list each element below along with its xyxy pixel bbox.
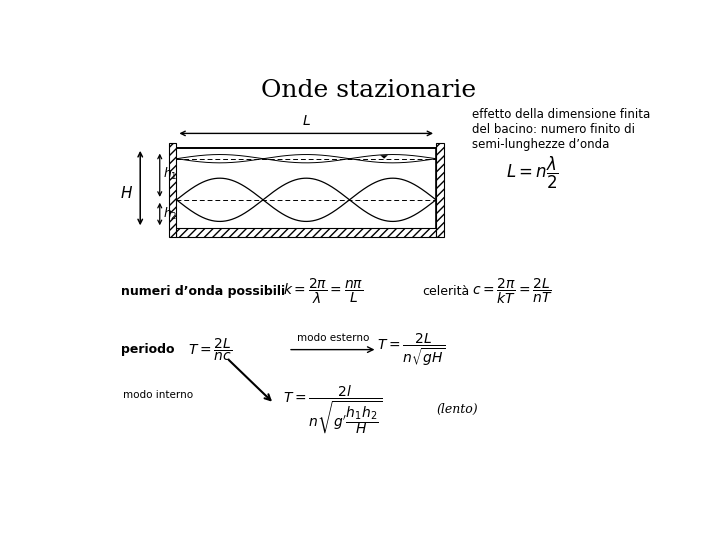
Text: $h_1$: $h_1$	[163, 166, 177, 182]
Text: (lento): (lento)	[436, 403, 477, 416]
Polygon shape	[380, 155, 388, 159]
Bar	[176, 228, 436, 238]
Text: effetto della dimensione finita
del bacino: numero finito di
semi-lunghezze d’on: effetto della dimensione finita del baci…	[472, 109, 650, 151]
Text: celerità: celerità	[422, 285, 469, 298]
Text: $T = \dfrac{2L}{nc}$: $T = \dfrac{2L}{nc}$	[188, 336, 232, 363]
Text: $T = \dfrac{2l}{n\sqrt{g'\dfrac{h_1 h_2}{H}}}$: $T = \dfrac{2l}{n\sqrt{g'\dfrac{h_1 h_2}…	[282, 383, 382, 436]
Text: Onde stazionarie: Onde stazionarie	[261, 79, 477, 103]
Bar	[176, 148, 436, 238]
Text: modo esterno: modo esterno	[297, 333, 369, 343]
Text: $L = n\dfrac{\lambda}{2}$: $L = n\dfrac{\lambda}{2}$	[505, 155, 559, 191]
Text: $h_2$: $h_2$	[163, 206, 177, 222]
Text: modo interno: modo interno	[123, 390, 193, 400]
Text: numeri d’onda possibili: numeri d’onda possibili	[121, 285, 285, 298]
Text: $L$: $L$	[302, 114, 310, 129]
Bar	[168, 144, 176, 238]
Text: $k = \dfrac{2\pi}{\lambda} = \dfrac{n\pi}{L}$: $k = \dfrac{2\pi}{\lambda} = \dfrac{n\pi…	[282, 276, 363, 306]
Text: $c = \dfrac{2\pi}{kT} = \dfrac{2L}{nT}$: $c = \dfrac{2\pi}{kT} = \dfrac{2L}{nT}$	[472, 276, 553, 306]
Text: $H$: $H$	[120, 185, 133, 201]
Bar	[436, 144, 444, 238]
Text: $T = \dfrac{2L}{n\sqrt{gH}}$: $T = \dfrac{2L}{n\sqrt{gH}}$	[377, 332, 446, 368]
Text: periodo: periodo	[121, 343, 174, 356]
